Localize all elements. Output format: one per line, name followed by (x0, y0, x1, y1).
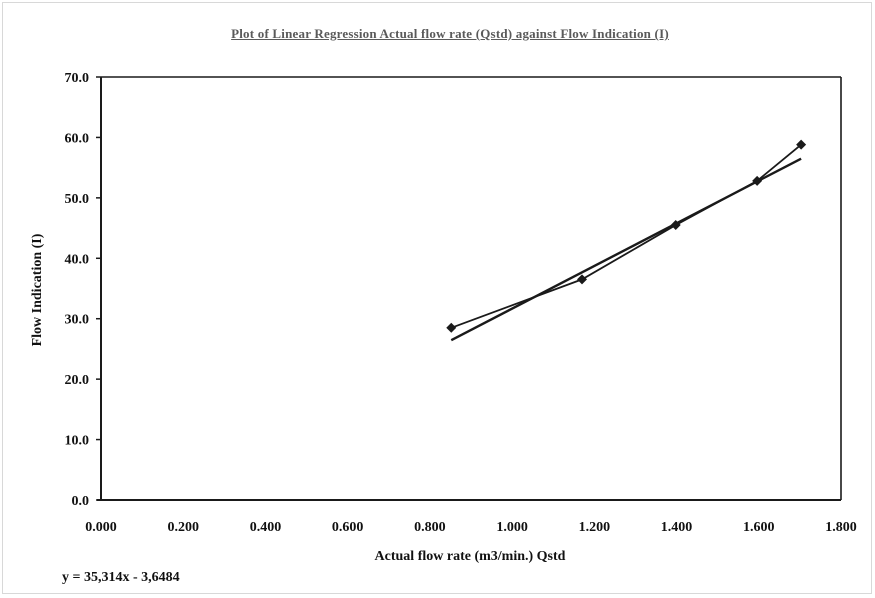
data-points (446, 139, 807, 333)
x-tick-label: 1.200 (579, 520, 611, 535)
chart-title: Plot of Linear Regression Actual flow ra… (231, 26, 669, 41)
data-point (446, 322, 457, 333)
y-tick-label: 10.0 (65, 434, 90, 449)
x-tick-label: 1.000 (496, 520, 528, 535)
data-point (796, 139, 807, 150)
x-tick-label: 1.400 (661, 520, 693, 535)
y-tick-label: 30.0 (65, 313, 90, 328)
x-axis-label: Actual flow rate (m3/min.) Qstd (374, 549, 566, 564)
y-tick-label: 40.0 (65, 252, 90, 267)
data-line (450, 144, 802, 329)
x-axis: 0.000 0.200 0.400 0.600 0.800 1.000 1.200 1.400… (85, 76, 857, 535)
y-tick-label: 0.0 (72, 494, 90, 509)
y-axis: 0.0 10.0 20.0 30.0 40.0 50.0 60.0 70.0 (65, 71, 842, 509)
trendline-segment (450, 157, 802, 342)
x-tick-label: 0.800 (414, 520, 446, 535)
y-tick-label: 70.0 (65, 71, 90, 86)
x-tick-label: 0.400 (250, 520, 282, 535)
data-point (577, 274, 587, 285)
x-tick-label: 0.000 (85, 520, 117, 535)
y-tick-label: 50.0 (65, 192, 90, 207)
regression-equation: y = 35,314x - 3,6484 (62, 570, 180, 585)
x-tick-label: 1.800 (825, 520, 857, 535)
series-line (450, 144, 802, 329)
x-tick-label: 0.600 (332, 520, 364, 535)
data-point (752, 175, 763, 186)
y-axis-label: Flow Indication (I) (30, 233, 45, 347)
y-tick-label: 60.0 (65, 131, 90, 146)
trendline (450, 157, 802, 342)
x-tick-label: 0.200 (167, 520, 199, 535)
y-tick-label: 20.0 (65, 373, 90, 388)
data-point (670, 220, 681, 231)
x-tick-label: 1.600 (743, 520, 775, 535)
